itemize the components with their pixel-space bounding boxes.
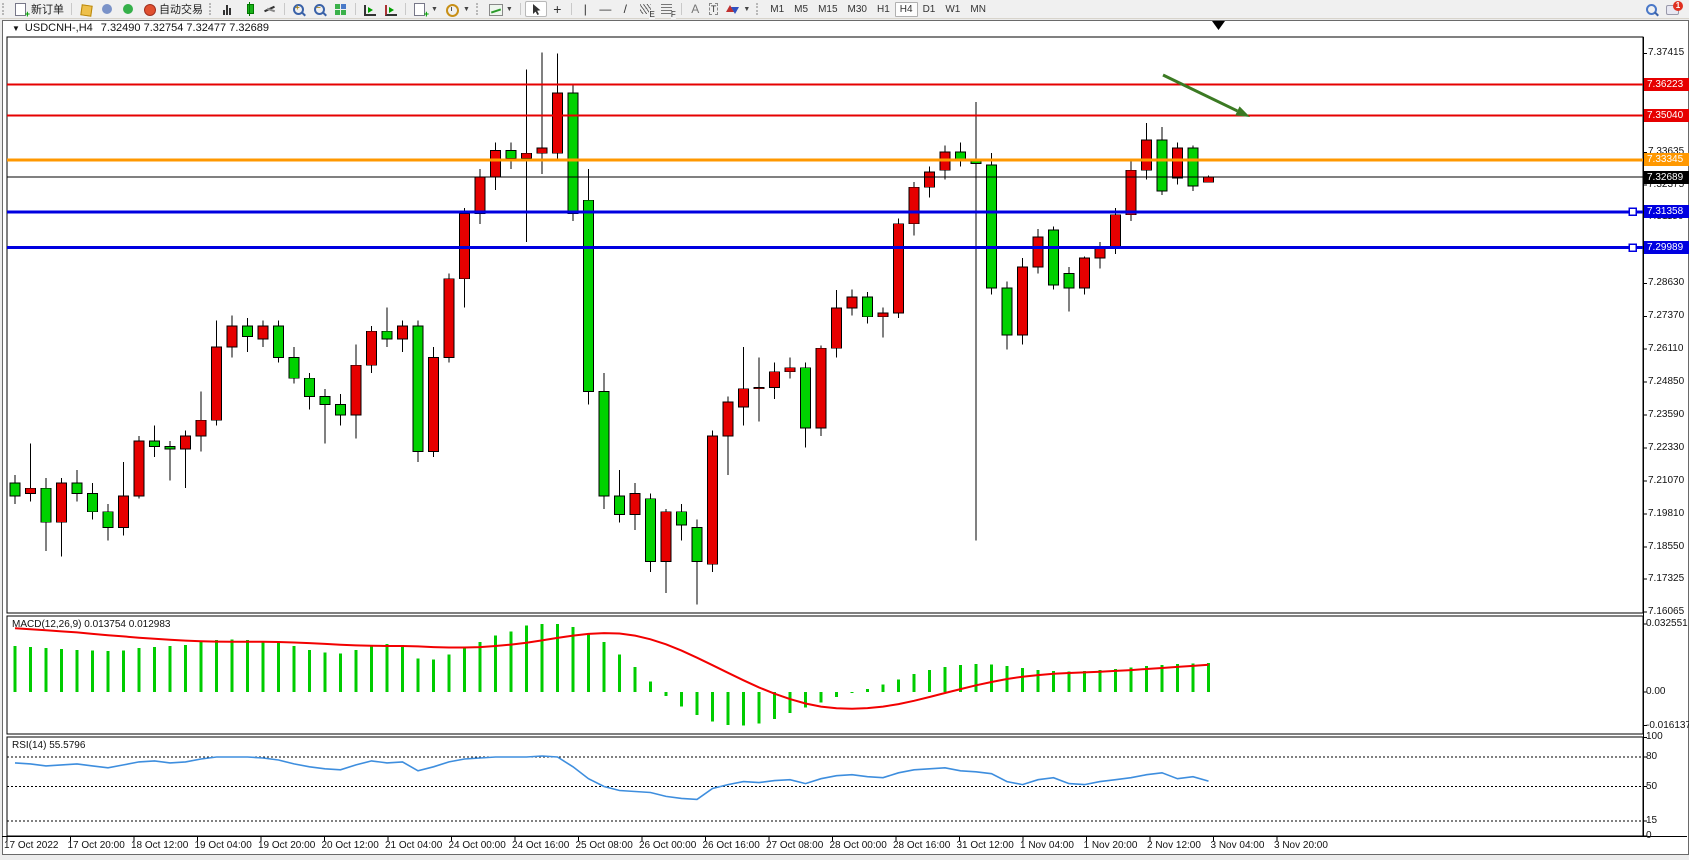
shift-marker-icon [1212,21,1225,30]
new-order-label: 新订单 [31,4,64,16]
text-label-icon: T [708,3,719,15]
fibonacci-tool-button[interactable]: F [657,1,677,19]
new-order-button[interactable]: + 新订单 [11,1,67,18]
new-chart-button[interactable]: + ▼ [410,1,441,18]
zoom-in-icon: + [292,3,306,16]
chat-icon: 1 [1666,0,1683,16]
autotrade-label: 自动交易 [159,4,203,16]
timeframe-bar: M1 M5 M15 M30 H1 H4 D1 W1 MN [765,1,991,17]
zoom-out-button[interactable]: − [310,1,330,17]
arrows-tool-button[interactable]: ▼ [722,1,753,17]
toolbar: + 新订单 自动交易 + − + ▼ ▼ ▼ + | — / E F A T ▼ … [0,0,1689,19]
cursor-tool-button[interactable] [524,1,547,17]
news-button[interactable] [118,1,138,17]
line-chart-button[interactable] [260,1,280,17]
metaquotes-button[interactable] [76,1,96,17]
tile-windows-button[interactable] [331,1,351,17]
trendline-icon: / [623,1,627,16]
autotrade-icon [142,3,156,16]
indicators-button[interactable]: ▼ [485,1,516,17]
period-button[interactable]: ▼ [442,1,473,17]
timeframe-d1-button[interactable]: D1 [918,2,941,17]
zoom-in-button[interactable]: + [289,1,309,17]
hline-objects-layer [7,83,1643,252]
bar-chart-button[interactable] [218,1,238,17]
text-tool-button[interactable]: A [686,1,705,17]
crosshair-tool-button[interactable]: + [548,1,567,17]
chart-shift-button[interactable] [381,1,401,17]
chart-symbol-period: USDCNH-,H4 [24,22,93,34]
label-tool-button[interactable]: T [706,1,722,17]
metaquotes-icon [79,3,93,17]
chart-shift-icon [384,3,398,16]
timeframe-h1-button[interactable]: H1 [872,2,895,17]
chat-button[interactable]: 1 [1663,0,1683,17]
crosshair-icon: + [553,0,562,17]
arrows-icon [725,3,740,16]
fibonacci-icon: F [660,3,676,19]
search-icon [1645,3,1659,16]
trend-arrow [1162,73,1239,113]
chat-badge: 1 [1673,0,1683,11]
chart-title-dropdown-icon[interactable]: ▼ [12,23,20,33]
vline-tool-button[interactable]: | [576,1,595,17]
equidistant-channel-icon: E [639,3,655,19]
timeframe-h4-button[interactable]: H4 [894,1,918,17]
timeframe-m30-button[interactable]: M30 [843,2,872,17]
chart-ohlc-values: 7.32490 7.32754 7.32477 7.32689 [100,22,269,34]
toolbar-grip [2,3,8,15]
auto-scroll-icon [363,3,377,16]
vertical-line-icon: | [583,1,587,16]
community-icon [100,3,114,16]
candles-layer [9,52,1214,605]
hline-handle [1628,243,1637,252]
timeframe-m15-button[interactable]: M15 [813,2,842,17]
trendline-tool-button[interactable]: / [616,1,635,17]
channel-tool-button[interactable]: E [636,1,656,19]
candlestick-icon [242,1,256,16]
macd-layer [13,623,1210,726]
auto-scroll-button[interactable] [360,1,380,17]
cursor-icon [529,3,543,16]
trend-arrow-head [1235,106,1250,117]
autotrade-button[interactable]: 自动交易 [139,1,206,17]
horizontal-line-icon: — [599,1,612,16]
bar-chart-icon [221,3,235,16]
hline-tool-button[interactable]: — [596,1,615,17]
timeframe-m1-button[interactable]: M1 [765,2,789,17]
rsi-label: RSI(14) 55.5796 [12,740,86,751]
chart-title: ▼ USDCNH-,H4 7.32490 7.32754 7.32477 7.3… [12,22,269,34]
timeframe-mn-button[interactable]: MN [965,2,991,17]
macd-label: MACD(12,26,9) 0.013754 0.012983 [12,619,171,630]
indicators-icon [488,3,503,16]
broadcast-icon [121,3,135,16]
new-order-icon: + [14,2,30,18]
hline-handle [1628,207,1637,217]
text-icon: A [691,1,700,16]
line-chart-icon [263,3,277,16]
search-button[interactable] [1642,1,1662,17]
timeframe-m5-button[interactable]: M5 [789,2,813,17]
zoom-out-icon: − [313,3,327,16]
clock-icon [445,3,459,17]
new-chart-icon: + [413,2,429,18]
tile-windows-icon [334,3,348,16]
candlestick-button[interactable] [239,1,259,17]
timeframe-w1-button[interactable]: W1 [940,2,965,17]
rsi-layer [7,755,1643,822]
community-button[interactable] [97,1,117,17]
